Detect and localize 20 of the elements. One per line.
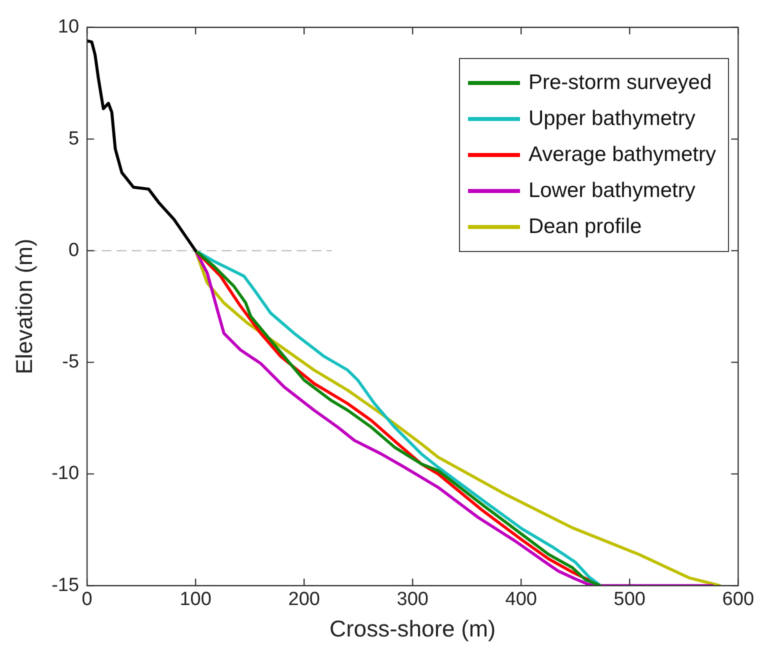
x-tick-label: 400 xyxy=(505,589,537,610)
x-axis-title: Cross-shore (m) xyxy=(330,616,496,642)
x-tick-label: 600 xyxy=(722,589,754,610)
legend-label: Upper bathymetry xyxy=(528,107,696,131)
y-tick-label: -15 xyxy=(52,574,80,596)
y-axis-title: Elevation (m) xyxy=(11,238,38,374)
y-tick-label: 5 xyxy=(68,128,80,150)
x-tick-label: 100 xyxy=(180,589,212,610)
legend-label: Dean profile xyxy=(528,215,642,239)
legend-label: Average bathymetry xyxy=(528,143,716,167)
y-tick-label: -5 xyxy=(62,352,80,373)
y-tick-label: 0 xyxy=(68,240,80,261)
x-tick-label: 200 xyxy=(288,589,320,610)
legend-label: Lower bathymetry xyxy=(528,179,696,203)
x-tick-label: 500 xyxy=(614,589,646,610)
y-tick-label: 10 xyxy=(58,16,80,38)
legend-label: Pre-storm surveyed xyxy=(528,71,712,95)
x-tick-label: 0 xyxy=(82,589,92,610)
y-tick-label: -10 xyxy=(52,463,80,484)
x-tick-label: 300 xyxy=(396,589,428,610)
